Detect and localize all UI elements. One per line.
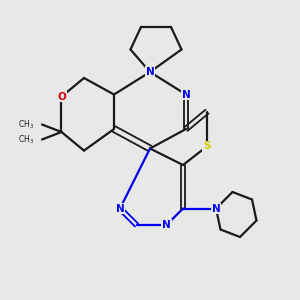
Text: N: N [116, 203, 124, 214]
Text: O: O [57, 92, 66, 102]
Text: $\mathregular{CH_3}$: $\mathregular{CH_3}$ [18, 133, 34, 146]
Text: $\mathregular{CH_3}$: $\mathregular{CH_3}$ [18, 118, 34, 131]
Text: N: N [146, 67, 154, 77]
Text: N: N [162, 220, 171, 230]
Text: N: N [212, 203, 220, 214]
Text: N: N [182, 89, 190, 100]
Text: S: S [203, 141, 211, 152]
